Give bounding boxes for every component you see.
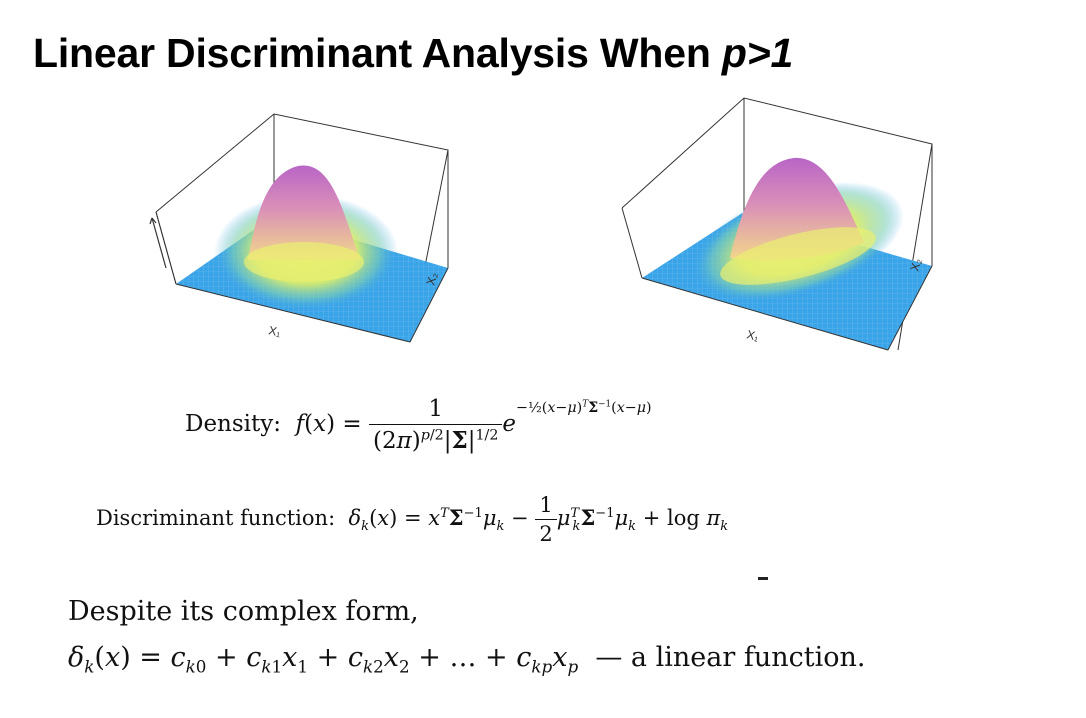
discriminant-label: Discriminant function:	[96, 506, 336, 530]
axis-label-x2-left: X₂	[423, 270, 440, 286]
discriminant-equation: Discriminant function: δk(x) = xTΣ−1μk −…	[96, 493, 729, 546]
linear-function-text: a linear function.	[630, 642, 866, 673]
surface-plot-left: X₁ X₂	[148, 96, 470, 354]
axis-label-x1-right: X₁	[745, 327, 760, 344]
density-peak	[248, 165, 360, 260]
despite-text: Despite its complex form,	[68, 596, 419, 627]
surface-plot-right: X₁ X₂	[612, 88, 952, 360]
axis-label-x1-left: X₁	[267, 323, 282, 339]
density-fraction: 1 (2π)p/2|Σ|1/2	[369, 396, 503, 454]
slide-title: Linear Discriminant Analysis When p>1	[33, 30, 794, 76]
density-label: Density:	[185, 411, 282, 437]
axis-label-x2-right: X₂	[907, 256, 924, 272]
dash-mark	[758, 577, 768, 580]
density-equation: Density: f(x) = 1 (2π)p/2|Σ|1/2 e−½(x−μ)TΣ…	[185, 396, 652, 454]
linear-form-equation: δk(x) = ck0 + ck1x1 + ck2x2 + … + ckpxp …	[68, 642, 866, 677]
